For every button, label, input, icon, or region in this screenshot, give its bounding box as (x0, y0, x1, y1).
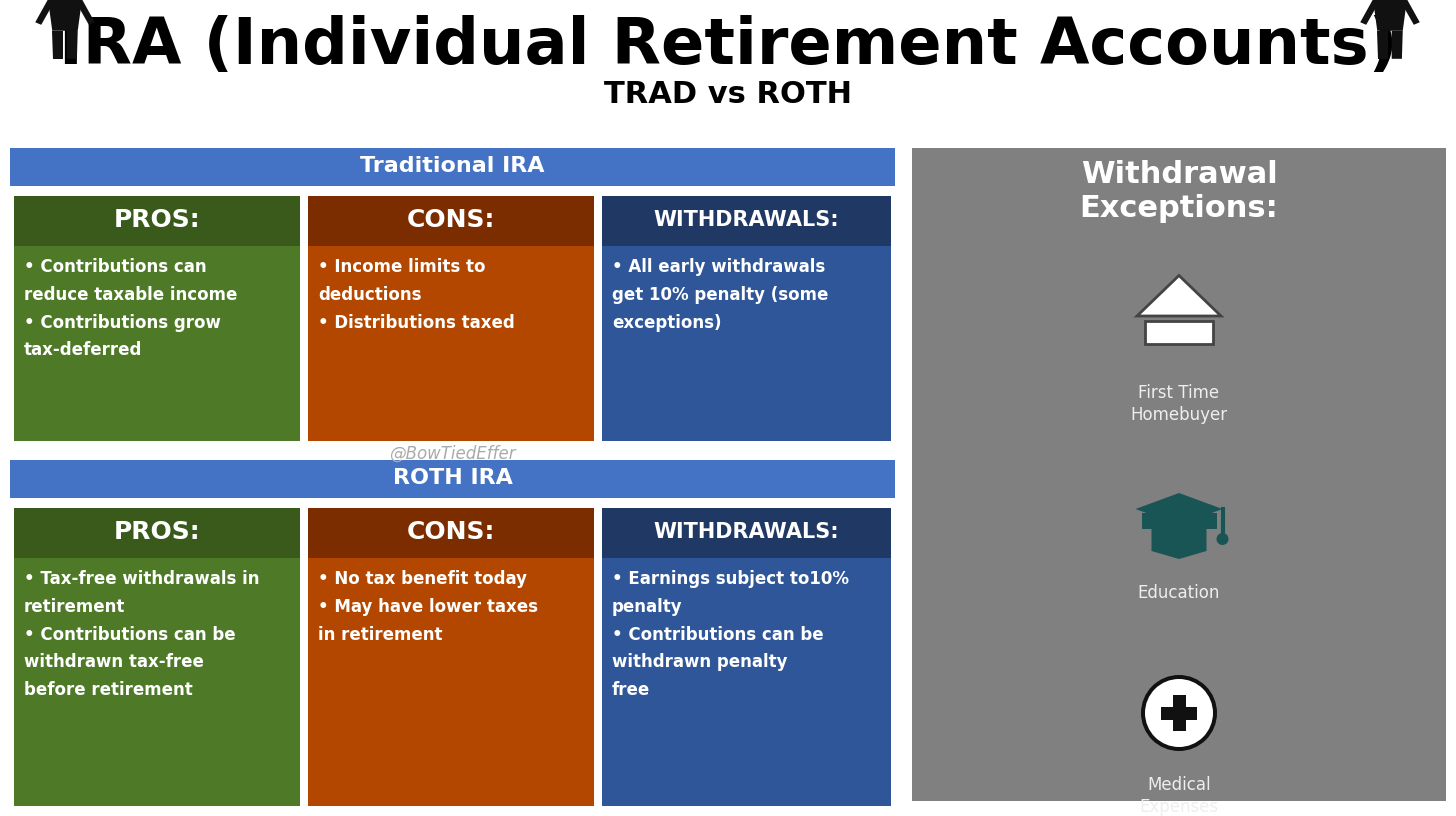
Text: Withdrawal
Exceptions:: Withdrawal Exceptions: (1080, 160, 1278, 223)
Bar (309, 508, 594, 558)
Bar (15, 196, 300, 246)
Bar (15, 508, 300, 558)
Text: TRAD vs ROTH: TRAD vs ROTH (604, 80, 852, 109)
Text: PROS:: PROS: (114, 208, 201, 232)
Polygon shape (1373, 0, 1406, 31)
Text: ROTH IRA: ROTH IRA (393, 468, 513, 488)
Polygon shape (1360, 0, 1377, 24)
Bar (911, 148, 1446, 801)
Text: • Income limits to
deductions
• Distributions taxed: • Income limits to deductions • Distribu… (317, 258, 515, 331)
Text: CONS:: CONS: (406, 208, 495, 232)
Bar (1144, 321, 1213, 344)
Bar (15, 558, 300, 806)
Bar (1142, 513, 1217, 529)
Bar (1160, 707, 1197, 720)
Text: Education: Education (1137, 584, 1220, 602)
Bar (15, 246, 300, 441)
Text: PROS:: PROS: (114, 520, 201, 544)
Bar (601, 508, 891, 558)
Bar (10, 460, 895, 498)
Text: • Tax-free withdrawals in
retirement
• Contributions can be
withdrawn tax-free
b: • Tax-free withdrawals in retirement • C… (23, 570, 259, 699)
Text: @BowTiedEffer: @BowTiedEffer (389, 445, 515, 463)
Text: CONS:: CONS: (406, 520, 495, 544)
Bar (309, 558, 594, 806)
Text: IRA (Individual Retirement Accounts): IRA (Individual Retirement Accounts) (58, 15, 1398, 77)
Bar (601, 558, 891, 806)
Text: WITHDRAWALS:: WITHDRAWALS: (654, 210, 839, 230)
Text: • Contributions can
reduce taxable income
• Contributions grow
tax-deferred: • Contributions can reduce taxable incom… (23, 258, 237, 359)
Text: Medical
Expenses: Medical Expenses (1140, 776, 1219, 816)
Polygon shape (1137, 276, 1222, 316)
Text: WITHDRAWALS:: WITHDRAWALS: (654, 522, 839, 542)
Polygon shape (1377, 31, 1389, 59)
Text: • No tax benefit today
• May have lower taxes
in retirement: • No tax benefit today • May have lower … (317, 570, 539, 644)
Bar (601, 246, 891, 441)
Text: • All early withdrawals
get 10% penalty (some
exceptions): • All early withdrawals get 10% penalty … (612, 258, 828, 331)
Polygon shape (48, 0, 82, 31)
Polygon shape (1136, 493, 1223, 525)
Circle shape (1142, 675, 1217, 751)
Text: Traditional IRA: Traditional IRA (360, 156, 545, 176)
Polygon shape (1402, 0, 1420, 24)
Polygon shape (77, 0, 95, 24)
Bar (1172, 695, 1185, 731)
Circle shape (1144, 679, 1213, 747)
Text: • Earnings subject to10%
penalty
• Contributions can be
withdrawn penalty
free: • Earnings subject to10% penalty • Contr… (612, 570, 849, 699)
Circle shape (1217, 533, 1229, 545)
Bar (10, 148, 895, 186)
Text: First Time
Homebuyer: First Time Homebuyer (1130, 384, 1227, 424)
Polygon shape (1152, 529, 1207, 559)
Polygon shape (67, 31, 77, 59)
Bar (601, 196, 891, 246)
Polygon shape (1392, 31, 1402, 59)
Bar (309, 196, 594, 246)
Polygon shape (35, 0, 52, 24)
Bar (309, 246, 594, 441)
Polygon shape (52, 31, 63, 59)
